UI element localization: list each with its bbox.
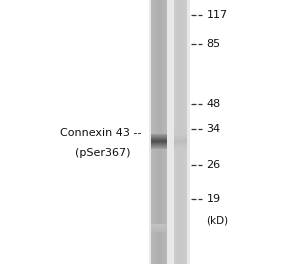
Text: 117: 117 [207, 10, 228, 20]
Bar [151, 225, 167, 226]
Bar [151, 136, 167, 137]
Bar [151, 226, 167, 227]
Bar [174, 138, 187, 139]
Bar [174, 142, 187, 143]
Bar [174, 134, 187, 135]
Bar [174, 135, 187, 136]
Bar [174, 137, 187, 138]
Bar [151, 141, 167, 142]
Text: 34: 34 [207, 124, 221, 134]
Bar [151, 227, 167, 228]
Text: 26: 26 [207, 160, 221, 170]
Bar [151, 140, 167, 141]
Bar [174, 141, 187, 142]
Bar [174, 147, 187, 148]
Bar [151, 135, 167, 136]
Bar [151, 145, 167, 146]
Bar [151, 147, 167, 148]
Bar [174, 146, 187, 147]
Bar [174, 139, 187, 140]
Text: Connexin 43 --: Connexin 43 -- [60, 128, 142, 138]
Bar [151, 228, 167, 229]
Bar [174, 144, 187, 145]
Bar [151, 224, 167, 225]
Text: 48: 48 [207, 99, 221, 109]
Bar [174, 140, 187, 141]
Text: (pSer367): (pSer367) [75, 148, 130, 158]
Text: (kD): (kD) [207, 215, 229, 225]
Bar [151, 134, 167, 135]
Bar [149, 0, 190, 264]
Bar [151, 146, 167, 147]
Bar [151, 144, 167, 145]
Bar [151, 138, 167, 139]
Bar [151, 231, 167, 232]
Bar [151, 139, 167, 140]
Text: 85: 85 [207, 39, 221, 49]
Bar [151, 137, 167, 138]
Bar [174, 136, 187, 137]
Bar [151, 229, 167, 230]
Bar [151, 143, 167, 144]
Bar [151, 142, 167, 143]
Bar [151, 230, 167, 231]
Text: 19: 19 [207, 194, 221, 204]
Bar [174, 143, 187, 144]
Bar [174, 145, 187, 146]
